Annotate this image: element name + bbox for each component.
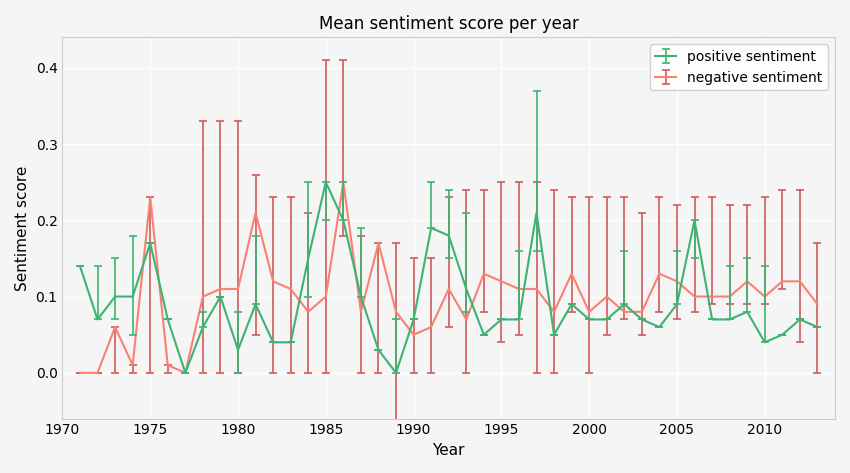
Legend: positive sentiment, negative sentiment: positive sentiment, negative sentiment (649, 44, 828, 90)
Y-axis label: Sentiment score: Sentiment score (15, 165, 30, 290)
X-axis label: Year: Year (433, 443, 465, 458)
Title: Mean sentiment score per year: Mean sentiment score per year (319, 15, 579, 33)
